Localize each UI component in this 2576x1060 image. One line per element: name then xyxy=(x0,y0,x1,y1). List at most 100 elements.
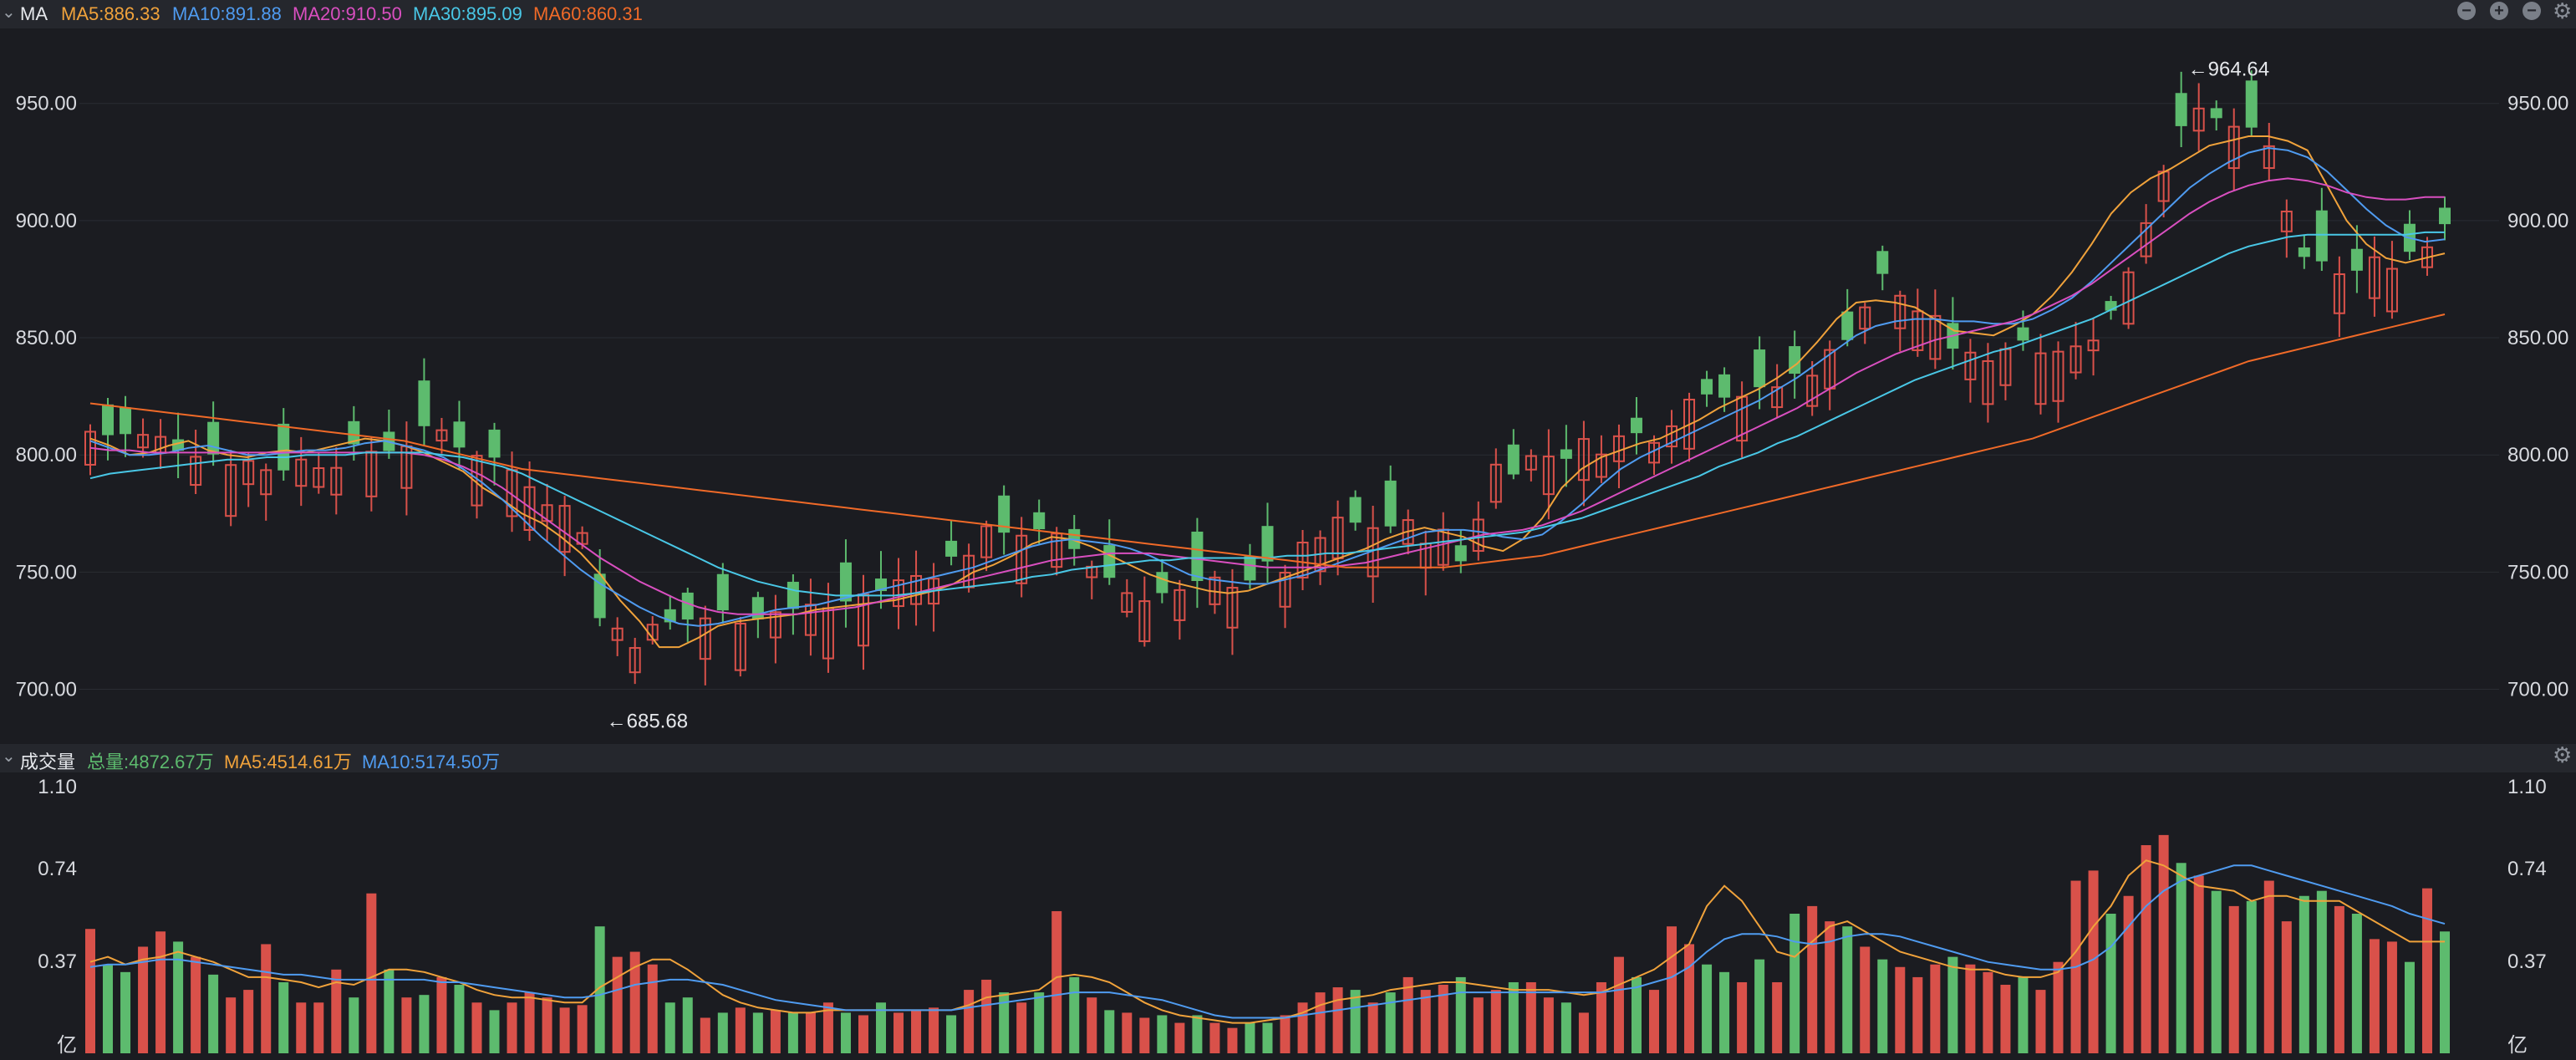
volume-bar xyxy=(1737,981,1748,1053)
candle-body xyxy=(804,604,817,636)
candle-body xyxy=(2421,246,2433,268)
candle-body xyxy=(893,579,905,608)
price-chart: 950.00 950.00 900.00 900.00 850.00 850.00 800.… xyxy=(16,59,2569,733)
volume-panel-title: 成交量 xyxy=(20,752,76,772)
candle-body xyxy=(2210,108,2222,119)
volume-bar xyxy=(770,1010,781,1053)
candle-body xyxy=(330,466,343,496)
volume-bar xyxy=(155,931,166,1053)
candle-body xyxy=(2333,273,2345,314)
volume-bar xyxy=(1227,1027,1238,1053)
volume-bar xyxy=(454,985,465,1053)
volume-bar xyxy=(243,990,254,1053)
candle-body xyxy=(1489,463,1502,503)
candle-body xyxy=(2140,222,2152,257)
volume-bar xyxy=(1051,910,1062,1053)
volume-bar xyxy=(682,997,693,1053)
candle-body xyxy=(1402,519,1414,545)
volume-bar xyxy=(2421,888,2432,1053)
candle-body xyxy=(1789,346,1801,375)
volume-bar xyxy=(120,971,131,1053)
gear-icon[interactable]: ⚙ xyxy=(2553,0,2573,23)
volume-bar xyxy=(1315,992,1326,1053)
candle-body xyxy=(418,380,430,426)
volume-bar xyxy=(1508,981,1519,1053)
volume-bar xyxy=(929,1007,939,1053)
volume-bar xyxy=(577,1005,588,1053)
y-tick-label-left: 700.00 xyxy=(16,679,77,701)
volume-bar xyxy=(2141,845,2151,1053)
vol-y-tick-left: 亿 xyxy=(57,1034,77,1057)
candle-body xyxy=(1507,444,1520,475)
volume-bar xyxy=(331,969,342,1053)
legend-ma5: MA5:886.33 xyxy=(61,3,160,24)
candle-body xyxy=(190,456,202,487)
volume-bar xyxy=(507,1002,517,1053)
minus-icon[interactable]: − xyxy=(2523,2,2541,20)
candle-body xyxy=(1121,592,1133,613)
volume-bar xyxy=(2228,905,2239,1053)
candle-body xyxy=(2069,345,2082,374)
volume-bar xyxy=(226,997,237,1053)
volume-bar xyxy=(717,1012,728,1053)
candle-body xyxy=(1560,449,1572,459)
chevron-down-icon[interactable]: ⌄ xyxy=(2,747,16,766)
volume-bar xyxy=(1895,966,1906,1053)
legend-volume-ma5: MA5:4514.61万 xyxy=(224,752,352,772)
candle-body xyxy=(348,420,360,445)
vol-ma-line-ma10 xyxy=(89,864,2446,1019)
volume-bar xyxy=(1209,1022,1220,1053)
volume-bar xyxy=(700,1017,710,1053)
volume-bar xyxy=(1157,1015,1168,1053)
volume-bar xyxy=(911,1010,922,1053)
volume-bar xyxy=(2053,961,2064,1053)
candle-body xyxy=(769,611,781,639)
candle-body xyxy=(1279,572,1291,608)
volume-bar xyxy=(1069,976,1080,1053)
candle-body xyxy=(2368,256,2380,299)
candle-body xyxy=(2315,210,2328,262)
volume-bar xyxy=(2193,875,2204,1053)
volume-bar xyxy=(893,1012,904,1053)
candle-body xyxy=(681,592,694,620)
candle-body xyxy=(1718,374,1731,398)
volume-bar xyxy=(1842,926,1853,1053)
volume-bar xyxy=(840,1012,851,1053)
candle-body xyxy=(945,540,958,557)
volume-bar xyxy=(384,969,395,1053)
legend-ma20: MA20:910.50 xyxy=(293,3,402,24)
volume-bar xyxy=(559,1007,570,1053)
candle-body xyxy=(716,573,729,611)
volume-bar xyxy=(173,941,184,1053)
candle-body xyxy=(102,404,115,436)
candle-body xyxy=(2052,350,2064,402)
volume-bar xyxy=(946,1015,957,1053)
candle-body xyxy=(1016,534,1028,584)
volume-bar xyxy=(1525,981,1536,1053)
plus-icon[interactable]: + xyxy=(2490,2,2508,20)
minus-icon[interactable]: − xyxy=(2457,2,2476,20)
volume-bar xyxy=(1297,1002,1308,1053)
volume-bar xyxy=(2299,895,2309,1053)
price-panel-title: MA xyxy=(20,3,48,24)
candle-body xyxy=(910,574,923,605)
volume-bar xyxy=(1613,956,1624,1053)
volume-bar xyxy=(2000,985,2011,1053)
candle-body xyxy=(2350,248,2363,271)
gear-icon[interactable]: ⚙ xyxy=(2553,742,2573,767)
volume-bar xyxy=(2105,914,2116,1053)
candle-body xyxy=(1033,512,1046,530)
volume-bar xyxy=(787,1012,798,1053)
candle-body xyxy=(734,622,746,671)
candle-body xyxy=(1156,572,1168,594)
candle-body xyxy=(1244,556,1256,581)
y-tick-label-right: 700.00 xyxy=(2507,679,2568,701)
volume-bar xyxy=(1578,1012,1589,1053)
volume-bar xyxy=(999,992,1010,1053)
volume-bar xyxy=(2281,921,2292,1053)
vol-y-tick-left: 0.37 xyxy=(38,950,77,973)
candle-body xyxy=(2087,339,2100,352)
candle-body xyxy=(1912,310,1924,351)
y-tick-label-right: 950.00 xyxy=(2507,93,2568,115)
chevron-down-icon[interactable]: ⌄ xyxy=(2,3,16,22)
